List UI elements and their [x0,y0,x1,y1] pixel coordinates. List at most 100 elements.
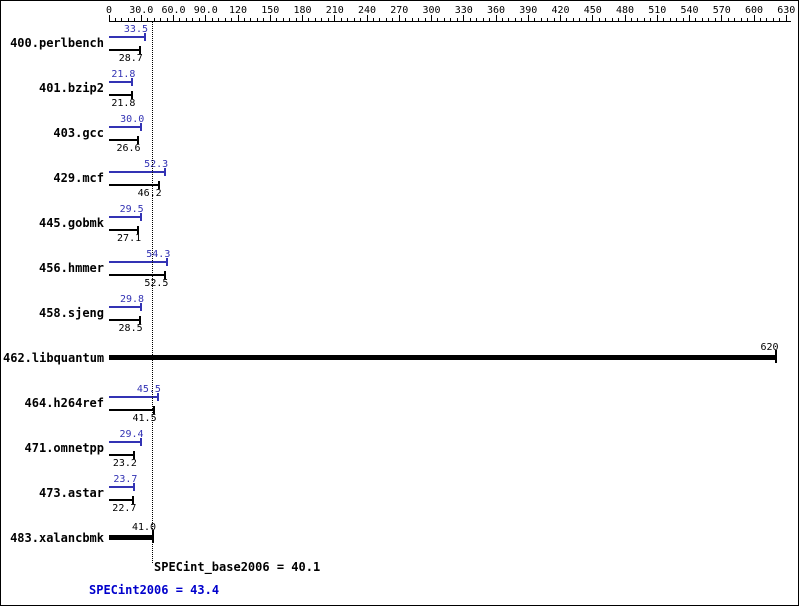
axis-major-tick [785,15,787,21]
benchmark-name: 445.gobmk [38,216,104,230]
base-bar [109,274,166,276]
base-bar-endcap [138,316,141,324]
peak-bar-endcap [164,168,167,176]
benchmark-name: 456.hmmer [38,261,104,275]
base-value-label: 22.7 [112,503,137,514]
axis-major-tick [173,15,174,21]
peak-value-label: 23.7 [113,474,138,485]
base-bar [109,454,134,456]
axis-minor-tick [489,18,491,21]
peak-bar [109,306,142,308]
axis-tick-label: 210 [325,5,344,16]
base-bar [109,319,140,321]
base-value-label: 27.1 [117,233,142,244]
axis-minor-tick [405,18,407,21]
axis-minor-tick [540,18,542,21]
peak-bar-endcap [133,483,136,491]
axis-minor-tick [263,18,265,21]
axis-major-tick [753,15,755,21]
axis-major-tick [431,15,432,21]
axis-minor-tick [179,18,181,21]
peak-bar-endcap [140,303,143,311]
axis-minor-tick [153,18,155,21]
axis-minor-tick [747,18,749,21]
benchmark-name: 429.mcf [53,171,104,185]
axis-minor-tick [166,18,168,21]
base-bar-endcap [164,271,167,279]
axis-minor-tick [372,18,374,21]
specint-base-result-text: SPECint_base2006 = 40.1 [154,560,321,574]
axis-minor-tick [127,18,129,21]
axis-major-tick [495,15,497,21]
base-bar-endcap [132,496,135,504]
axis-minor-tick [740,18,742,21]
axis-minor-tick [308,18,310,21]
peak-bar [109,171,166,173]
axis-minor-tick [392,18,394,21]
axis-minor-tick [682,18,684,21]
peak-bar-endcap [156,393,159,401]
axis-tick-label: 0 [105,5,113,16]
axis-minor-tick [605,18,607,21]
axis-minor-tick [314,18,316,21]
axis-minor-tick [411,18,413,21]
axis-minor-tick [456,18,458,21]
axis-tick-label: 270 [390,5,409,16]
axis-minor-tick [714,18,716,21]
axis-major-tick [721,15,723,21]
peak-bar [109,216,141,218]
axis-minor-tick [256,18,258,21]
axis-major-tick [334,15,336,21]
base-bar-endcap [136,136,139,144]
axis-major-tick [269,15,271,21]
axis-major-tick [463,15,465,21]
base-value-label: 46.2 [137,188,162,199]
axis-minor-tick [501,18,503,21]
axis-minor-tick [347,18,349,21]
axis-minor-tick [553,18,555,21]
axis-major-tick [302,15,303,21]
axis-major-tick [237,15,239,21]
axis-minor-tick [695,18,697,21]
axis-tick-label: 60.0 [161,5,186,16]
axis-minor-tick [521,18,523,21]
axis-tick-label: 510 [648,5,667,16]
peak-value-label: 54.3 [146,249,171,260]
base-bar [109,499,134,501]
axis-minor-tick [198,18,200,21]
axis-minor-tick [147,18,149,21]
axis-minor-tick [134,18,136,21]
benchmark-name: 458.sjeng [38,306,104,320]
axis-minor-tick [114,18,116,21]
base-bar-endcap [131,91,134,99]
axis-minor-tick [759,18,761,21]
axis-tick-label: 570 [712,5,731,16]
axis-minor-tick [585,18,587,21]
axis-minor-tick [224,18,226,21]
axis-minor-tick [160,18,162,21]
axis-minor-tick [482,18,484,21]
axis-minor-tick [185,18,187,21]
axis-minor-tick [701,18,703,21]
axis-minor-tick [121,18,123,21]
axis-minor-tick [289,18,291,21]
benchmark-name: 483.xalancbmk [10,531,104,545]
axis-minor-tick [379,18,381,21]
axis-tick-label: 480 [615,5,635,16]
axis-minor-tick [630,18,632,21]
benchmark-name: 400.perlbench [10,36,104,50]
benchmark-name: 462.libquantum [3,351,105,365]
axis-minor-tick [424,18,426,21]
axis-tick-label: 30.0 [129,5,154,16]
axis-minor-tick [443,18,445,21]
peak-bar [109,441,141,443]
benchmark-name: 464.h264ref [24,396,104,410]
axis-minor-tick [566,18,568,21]
axis-minor-tick [572,18,574,21]
axis-minor-tick [231,18,233,21]
axis-minor-tick [779,18,781,21]
specint-peak-result-text: SPECint2006 = 43.4 [89,583,220,597]
axis-minor-tick [611,18,613,21]
merged-bar-endcap [152,530,155,543]
merged-bar [109,355,776,360]
